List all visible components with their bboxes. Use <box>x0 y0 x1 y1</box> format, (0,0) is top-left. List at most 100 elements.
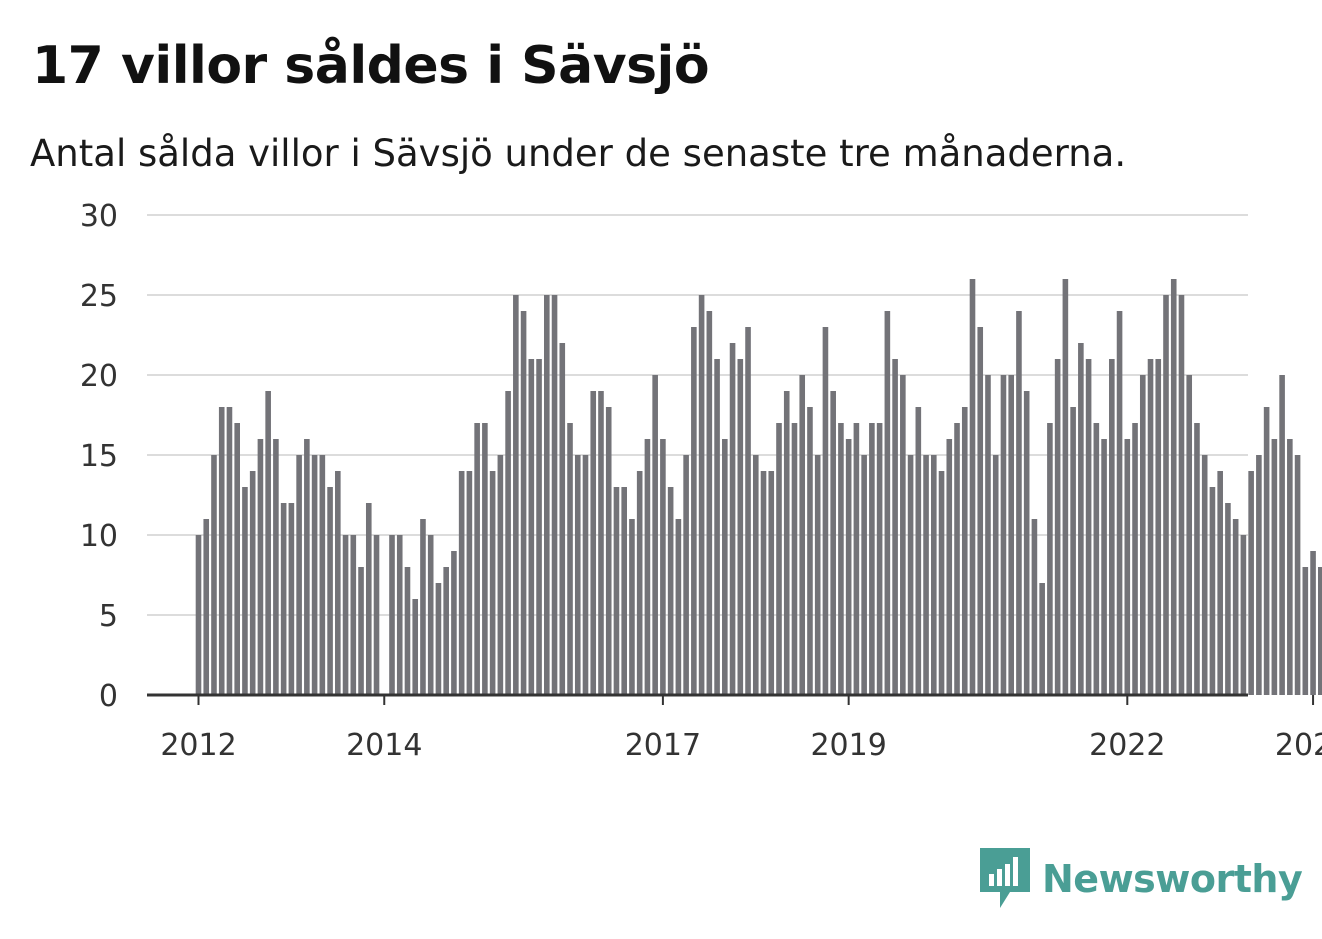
bar <box>1085 359 1092 695</box>
bar <box>443 567 449 695</box>
bar <box>319 455 326 695</box>
bar <box>218 407 225 695</box>
bar <box>536 359 542 695</box>
bar <box>195 535 202 695</box>
bar <box>1000 375 1007 695</box>
bar <box>373 535 380 695</box>
bar <box>412 599 419 695</box>
bar <box>1318 567 1322 695</box>
bar <box>691 327 697 695</box>
bar <box>1294 455 1301 695</box>
bar <box>636 471 643 695</box>
bar <box>1302 567 1309 695</box>
bar <box>257 439 264 695</box>
bar <box>915 407 922 695</box>
bar <box>265 391 271 695</box>
bar <box>822 327 829 695</box>
x-tick-label: 2012 <box>160 728 236 763</box>
y-tick-label: 0 <box>99 679 118 714</box>
bar <box>590 391 597 695</box>
bar <box>977 327 984 695</box>
bar <box>226 407 233 695</box>
y-tick-label: 30 <box>80 199 118 234</box>
bar <box>1279 375 1285 695</box>
bar <box>296 455 302 695</box>
bar <box>544 295 550 695</box>
bar <box>1225 503 1231 695</box>
bar <box>745 327 751 695</box>
x-axis-ticks: 2012 2014 2017 2019 2022 2024 <box>160 695 1322 763</box>
bar <box>1240 535 1247 695</box>
bar <box>458 471 465 695</box>
bar <box>737 359 744 695</box>
bar <box>273 439 279 695</box>
x-tick-label: 2017 <box>625 728 701 763</box>
bar <box>1078 343 1084 695</box>
bar <box>675 519 682 695</box>
bar <box>350 535 357 695</box>
x-tick-label: 2024 <box>1275 728 1322 763</box>
bar <box>1178 295 1185 695</box>
bar <box>1155 359 1162 695</box>
bar <box>482 423 488 695</box>
bar <box>1263 407 1270 695</box>
bar <box>304 439 310 695</box>
bar <box>1170 279 1177 695</box>
bar <box>752 455 759 695</box>
bar <box>791 423 798 695</box>
bar <box>830 391 836 695</box>
bar <box>969 279 976 695</box>
newsworthy-logo: Newsworthy <box>980 848 1303 910</box>
bars <box>195 279 1322 695</box>
bar <box>1023 391 1030 695</box>
bar <box>505 391 511 695</box>
bar <box>513 295 519 695</box>
bar <box>1039 583 1045 695</box>
bar <box>311 455 318 695</box>
bar <box>1163 295 1169 695</box>
bar <box>203 519 210 695</box>
bar <box>1070 407 1076 695</box>
bar <box>520 311 527 695</box>
bar <box>667 487 674 695</box>
bar <box>783 391 790 695</box>
newsworthy-logo-icon <box>980 848 1030 908</box>
bar <box>1116 311 1123 695</box>
bar <box>1062 279 1069 695</box>
bar <box>574 455 581 695</box>
bar <box>342 535 349 695</box>
bar <box>768 471 775 695</box>
chart-title: 17 villor såldes i Sävsjö <box>32 36 710 96</box>
bar <box>1217 471 1223 695</box>
bar <box>1186 375 1193 695</box>
bar <box>1109 359 1115 695</box>
x-tick-label: 2019 <box>810 728 886 763</box>
bar <box>838 423 844 695</box>
bar <box>466 471 473 695</box>
bar <box>876 423 883 695</box>
bar <box>946 439 953 695</box>
bar <box>869 423 875 695</box>
bar <box>799 375 806 695</box>
bar <box>1194 423 1200 695</box>
bar <box>420 519 426 695</box>
bar <box>853 423 860 695</box>
bar <box>807 407 813 695</box>
bar <box>621 487 627 695</box>
bar <box>698 295 705 695</box>
bar <box>683 455 689 695</box>
bar <box>211 455 217 695</box>
bar <box>404 567 411 695</box>
y-tick-label: 25 <box>80 279 118 314</box>
bar <box>327 487 333 695</box>
bar <box>629 519 635 695</box>
bar <box>598 391 604 695</box>
bar <box>365 503 372 695</box>
bar <box>861 455 867 695</box>
x-tick-label: 2014 <box>346 728 422 763</box>
bar <box>652 375 658 695</box>
bar <box>242 487 248 695</box>
bar <box>528 359 535 695</box>
bar <box>435 583 442 695</box>
